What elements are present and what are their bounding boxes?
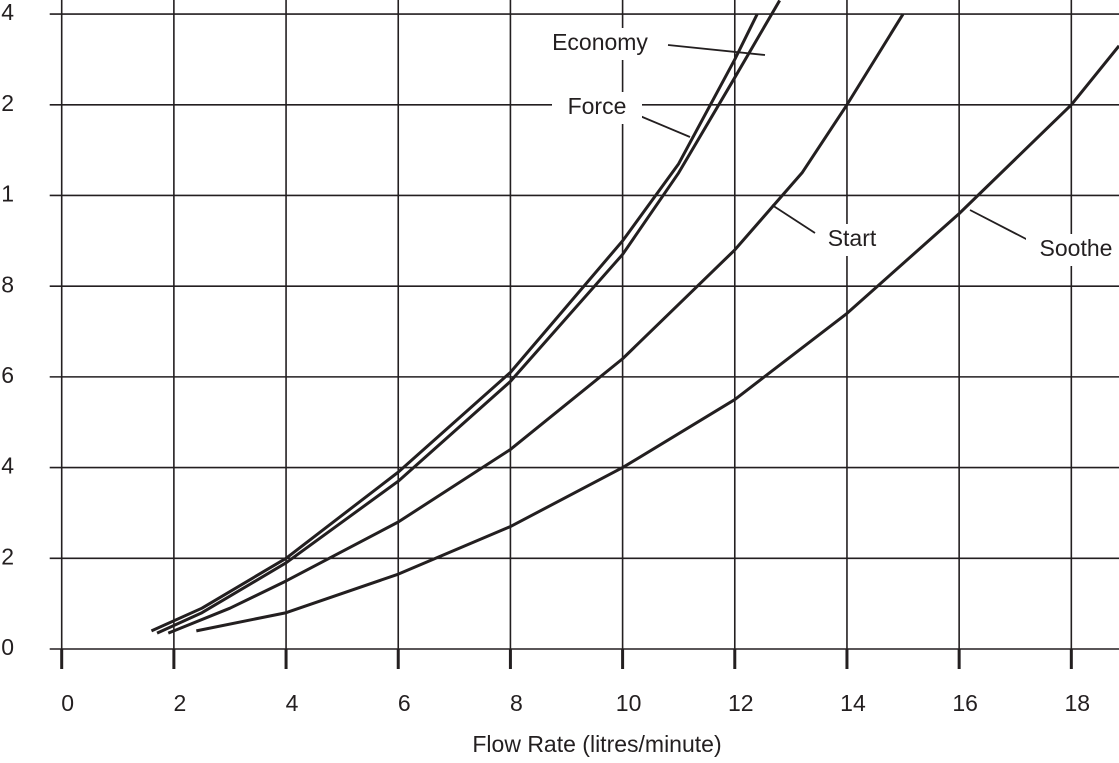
x-tick-label: 6 [398,690,411,716]
leader-line [969,209,1029,241]
label-background [533,28,667,60]
series-label: Force [568,93,627,119]
series-line [196,44,1119,633]
x-tick-label: 4 [286,690,299,716]
x-tick-label: 18 [1065,690,1091,716]
y-tick-label: 0.4 [0,453,14,479]
series-line [167,13,905,635]
y-tick-label: 0.2 [0,543,14,569]
x-tick-label: 16 [952,690,978,716]
lines [150,0,1119,635]
leader-line [639,115,691,138]
y-tick-label: 0.8 [0,271,14,297]
label-background [816,224,888,256]
series-line [156,0,781,635]
y-tick-label: 0 [1,634,14,660]
y-tick-label: 0.6 [0,362,14,388]
x-tick-label: 12 [728,690,754,716]
series-label: Economy [552,29,648,55]
x-tick-label: 8 [510,690,523,716]
series-label: Soothe [1040,235,1113,261]
y-tick-label: 1 [1,181,14,207]
label-background [1026,234,1119,266]
x-tick-label: 10 [616,690,642,716]
x-axis-label: Flow Rate (litres/minute) [472,731,721,757]
x-tick-label: 14 [840,690,866,716]
y-tick-label: 1.2 [0,90,14,116]
series-line [150,13,759,633]
x-tick-label: 2 [173,690,186,716]
leader-line [771,204,816,234]
leader-line [667,44,766,56]
y-tick-label: 1.4 [0,0,14,25]
label-background [552,92,642,124]
series-label: Start [828,225,877,251]
annotations: Economy Force Start Soothe [533,28,1119,266]
x-tick-label: 0 [61,690,74,716]
